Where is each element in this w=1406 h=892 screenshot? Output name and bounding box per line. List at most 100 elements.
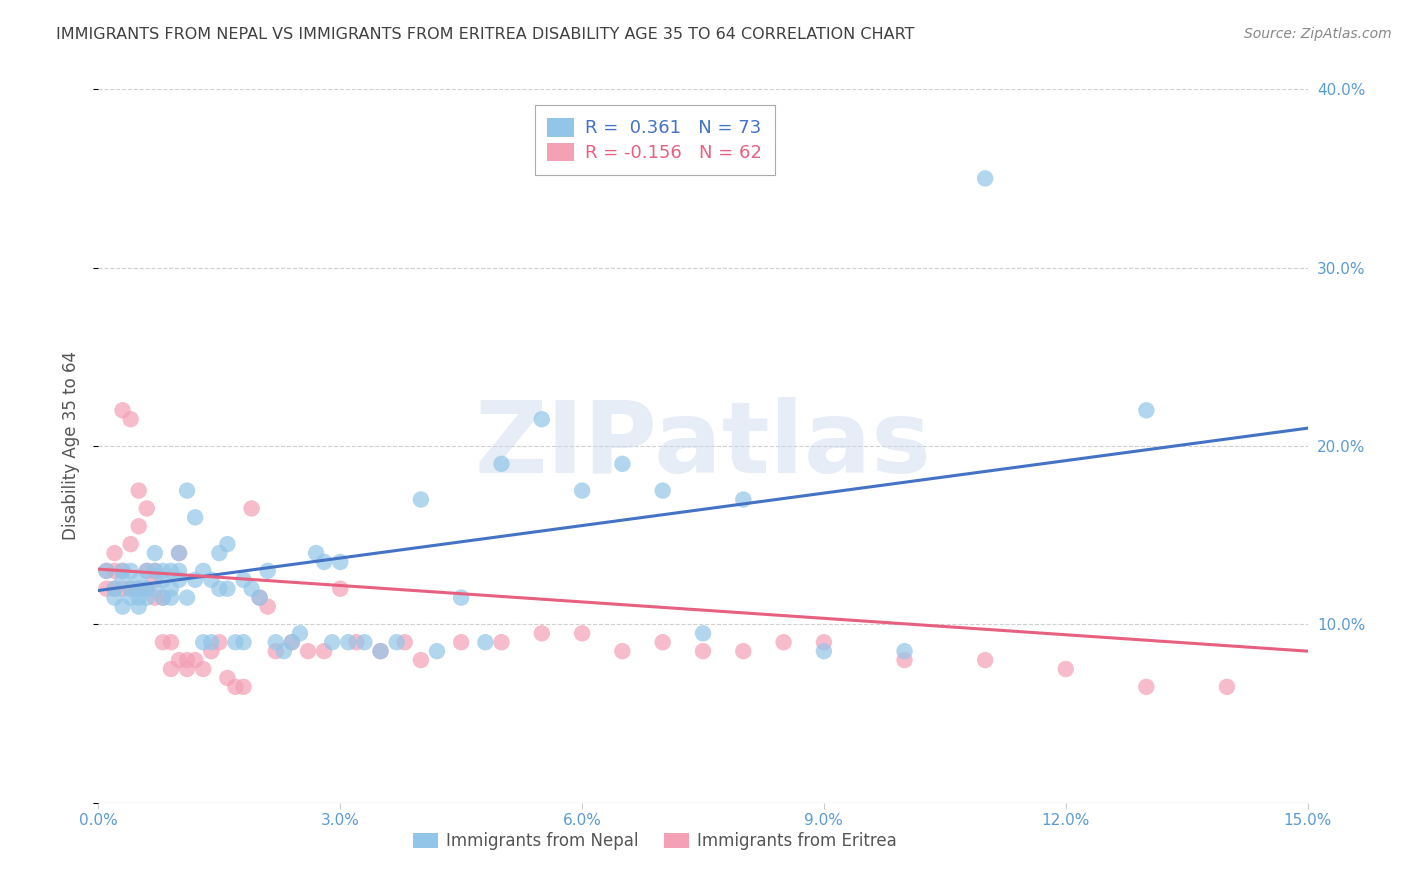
Point: [176, 653, 198, 667]
Point: [96, 564, 118, 578]
Point: [128, 573, 150, 587]
Point: [1135, 680, 1157, 694]
Point: [184, 573, 207, 587]
Point: [314, 555, 336, 569]
Point: [135, 582, 157, 596]
Point: [120, 412, 142, 426]
Point: [249, 591, 271, 605]
Point: [530, 412, 553, 426]
Point: [321, 635, 343, 649]
Point: [305, 546, 328, 560]
Point: [128, 582, 150, 596]
Point: [128, 591, 150, 605]
Point: [232, 635, 254, 649]
Point: [135, 591, 157, 605]
Point: [128, 483, 150, 498]
Point: [651, 635, 673, 649]
Point: [733, 644, 755, 658]
Point: [103, 546, 125, 560]
Point: [167, 653, 190, 667]
Point: [208, 635, 231, 649]
Point: [160, 591, 183, 605]
Point: [240, 582, 263, 596]
Text: ZIPatlas: ZIPatlas: [475, 398, 931, 494]
Point: [450, 635, 472, 649]
Point: [193, 635, 215, 649]
Point: [193, 564, 215, 578]
Point: [232, 573, 254, 587]
Point: [651, 483, 673, 498]
Point: [264, 635, 287, 649]
Point: [893, 653, 915, 667]
Point: [176, 591, 198, 605]
Point: [200, 644, 222, 658]
Point: [329, 582, 352, 596]
Point: [1054, 662, 1077, 676]
Point: [135, 564, 157, 578]
Point: [103, 582, 125, 596]
Point: [143, 564, 166, 578]
Point: [314, 644, 336, 658]
Point: [208, 546, 231, 560]
Point: [297, 644, 319, 658]
Point: [288, 626, 311, 640]
Point: [692, 626, 714, 640]
Point: [143, 564, 166, 578]
Point: [143, 591, 166, 605]
Point: [160, 635, 183, 649]
Point: [224, 635, 246, 649]
Point: [152, 591, 174, 605]
Point: [491, 457, 513, 471]
Point: [135, 501, 157, 516]
Point: [264, 644, 287, 658]
Point: [281, 635, 304, 649]
Point: [111, 582, 134, 596]
Point: [103, 582, 125, 596]
Point: [353, 635, 375, 649]
Point: [385, 635, 408, 649]
Point: [733, 492, 755, 507]
Text: Source: ZipAtlas.com: Source: ZipAtlas.com: [1244, 27, 1392, 41]
Point: [120, 582, 142, 596]
Point: [128, 519, 150, 533]
Text: IMMIGRANTS FROM NEPAL VS IMMIGRANTS FROM ERITREA DISABILITY AGE 35 TO 64 CORRELA: IMMIGRANTS FROM NEPAL VS IMMIGRANTS FROM…: [56, 27, 915, 42]
Point: [217, 671, 239, 685]
Point: [344, 635, 367, 649]
Point: [200, 635, 222, 649]
Point: [111, 564, 134, 578]
Point: [370, 644, 392, 658]
Point: [120, 564, 142, 578]
Point: [217, 537, 239, 551]
Point: [135, 582, 157, 596]
Point: [974, 171, 997, 186]
Point: [160, 582, 183, 596]
Point: [1135, 403, 1157, 417]
Point: [273, 644, 295, 658]
Point: [612, 457, 634, 471]
Point: [208, 582, 231, 596]
Point: [111, 564, 134, 578]
Point: [240, 501, 263, 516]
Point: [160, 662, 183, 676]
Point: [120, 582, 142, 596]
Point: [176, 483, 198, 498]
Point: [103, 564, 125, 578]
Point: [143, 573, 166, 587]
Point: [135, 564, 157, 578]
Point: [409, 492, 432, 507]
Point: [111, 403, 134, 417]
Point: [120, 537, 142, 551]
Point: [167, 546, 190, 560]
Point: [143, 582, 166, 596]
Point: [692, 644, 714, 658]
Point: [111, 599, 134, 614]
Point: [152, 573, 174, 587]
Point: [249, 591, 271, 605]
Point: [256, 564, 278, 578]
Y-axis label: Disability Age 35 to 64: Disability Age 35 to 64: [62, 351, 80, 541]
Point: [103, 591, 125, 605]
Point: [813, 635, 835, 649]
Point: [128, 599, 150, 614]
Point: [96, 582, 118, 596]
Point: [200, 573, 222, 587]
